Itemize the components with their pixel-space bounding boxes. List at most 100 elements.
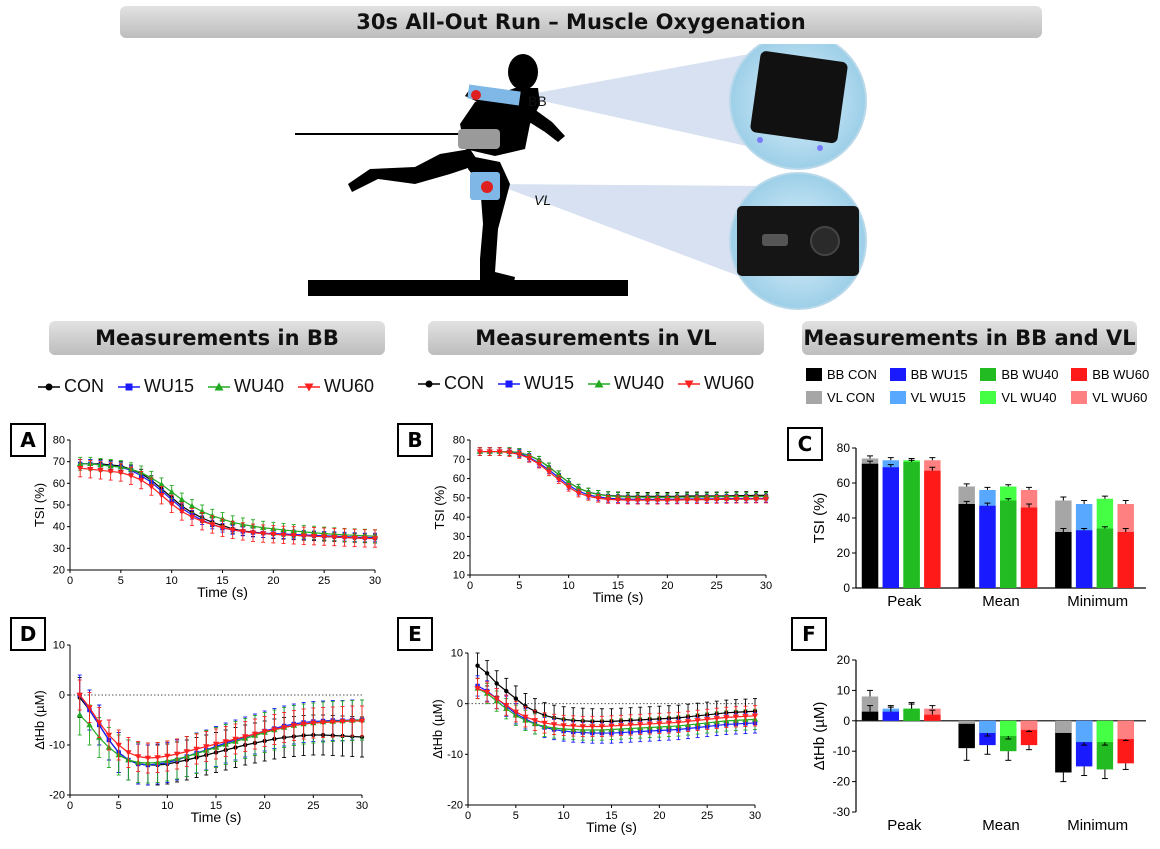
data-point — [300, 721, 307, 728]
data-point — [526, 456, 533, 462]
data-point — [242, 734, 249, 740]
y-tick-label: 60 — [53, 478, 65, 490]
series-line — [477, 687, 756, 731]
bar-legend-item: BB WU40 — [980, 367, 1065, 382]
data-point — [665, 720, 673, 727]
bar-legend-label: VL CON — [827, 390, 875, 405]
data-point — [261, 729, 268, 735]
bar-bb — [979, 505, 996, 588]
series-line — [80, 463, 375, 539]
data-point — [251, 731, 259, 738]
bar-legend-item: BB WU15 — [889, 367, 975, 382]
y-axis-title: TSI (%) — [811, 493, 828, 544]
data-point — [742, 714, 749, 720]
runner-illustration: BB VL — [295, 44, 867, 310]
data-point — [703, 497, 710, 503]
data-point — [76, 711, 83, 718]
y-tick-label: 0 — [457, 698, 463, 710]
y-axis-title: ΔtHb (µM) — [430, 699, 445, 759]
bar-bb — [861, 463, 879, 588]
legend-marker — [594, 379, 604, 387]
y-tick-label: 60 — [837, 476, 851, 490]
legend-item-wu40: WU40 — [208, 376, 284, 397]
vl-beam — [495, 184, 760, 284]
data-point — [560, 723, 567, 729]
data-point — [310, 534, 318, 540]
bb-device — [750, 51, 848, 144]
data-point — [723, 715, 730, 721]
data-point — [219, 515, 226, 522]
vl-sensor-dot — [481, 181, 493, 193]
data-point — [232, 736, 239, 743]
y-tick-label: 0 — [843, 581, 850, 595]
data-point — [598, 724, 606, 730]
y-tick-label: -20 — [447, 800, 463, 812]
chart-d-bb-thb: -20 -10 0 10 0 5 10 15 20 25 30 Time (s) ΔtHb (µM) — [32, 640, 368, 826]
data-point — [646, 721, 653, 728]
data-point — [732, 714, 740, 721]
y-tick-label: 10 — [53, 640, 65, 652]
bar-legend-label: BB WU40 — [1001, 367, 1059, 382]
data-point — [125, 750, 132, 756]
data-point — [595, 491, 602, 497]
data-point — [483, 689, 491, 696]
data-point — [319, 720, 327, 726]
panel-label-b: B — [397, 423, 433, 457]
bar-bb — [1075, 530, 1093, 588]
x-tick-label: 25 — [711, 580, 723, 592]
data-point — [713, 716, 720, 722]
data-point — [531, 718, 539, 724]
data-point — [565, 485, 572, 491]
chart-f-thb-bars: -30 -20 -10 0 10 20 ΔtHb (µM) Peak Mean Minimum — [811, 653, 1146, 834]
series-line — [80, 463, 376, 540]
chart-c-tsi-bars: 0 20 40 60 80 TSI (%) Peak Mean Minimum — [811, 441, 1146, 610]
data-point — [86, 721, 93, 728]
data-point — [148, 484, 155, 490]
y-tick-label: 30 — [453, 531, 465, 543]
data-point — [516, 452, 523, 458]
panel-label-e: E — [397, 617, 433, 651]
data-point — [280, 725, 288, 731]
data-point — [496, 449, 503, 455]
data-point — [209, 522, 216, 528]
legend-item-wu15: WU15 — [498, 373, 574, 394]
y-tick-label: 60 — [453, 473, 465, 485]
data-point — [493, 696, 500, 702]
bar-bb — [1096, 528, 1114, 588]
data-point — [76, 692, 83, 699]
data-point — [504, 688, 509, 694]
category-label: Mean — [982, 817, 1020, 834]
panel-label-d: D — [10, 617, 46, 651]
bar-vl — [958, 720, 975, 724]
x-axis-title: Time (s) — [586, 819, 637, 835]
vl-illustration-label: VL — [534, 192, 551, 208]
data-point — [351, 535, 358, 542]
y-tick-label: 50 — [53, 500, 65, 512]
data-point — [86, 705, 93, 711]
data-point — [614, 497, 622, 503]
bar-bb — [958, 504, 975, 588]
data-point — [637, 722, 644, 728]
series-line — [79, 694, 362, 759]
x-tick-label: 30 — [356, 800, 368, 812]
line-legend-bb: CON WU15 WU40 WU60 — [38, 376, 388, 397]
y-tick-label: 70 — [453, 454, 465, 466]
bar-legend: BB CON BB WU15 BB WU40 BB WU60 VL CON VL WU15… — [806, 367, 1156, 405]
series-wu60 — [76, 679, 366, 774]
y-tick-label: 40 — [837, 511, 851, 525]
data-point — [290, 533, 297, 539]
series-con — [77, 677, 365, 786]
line-legend-vl: CON WU15 WU40 WU60 — [418, 373, 768, 394]
data-point — [164, 753, 171, 760]
x-tick-label: 5 — [513, 810, 519, 822]
data-point — [183, 749, 190, 755]
bb-beam — [520, 52, 760, 149]
bar-legend-label: VL WU60 — [1092, 390, 1148, 405]
data-point — [674, 497, 681, 504]
data-point — [654, 497, 661, 504]
y-axis-title: ΔtHb (µM) — [32, 690, 47, 750]
data-point — [188, 502, 196, 509]
y-tick-label: -20 — [833, 775, 851, 789]
x-tick-label: 15 — [612, 580, 624, 592]
x-tick-label: 10 — [161, 800, 173, 812]
